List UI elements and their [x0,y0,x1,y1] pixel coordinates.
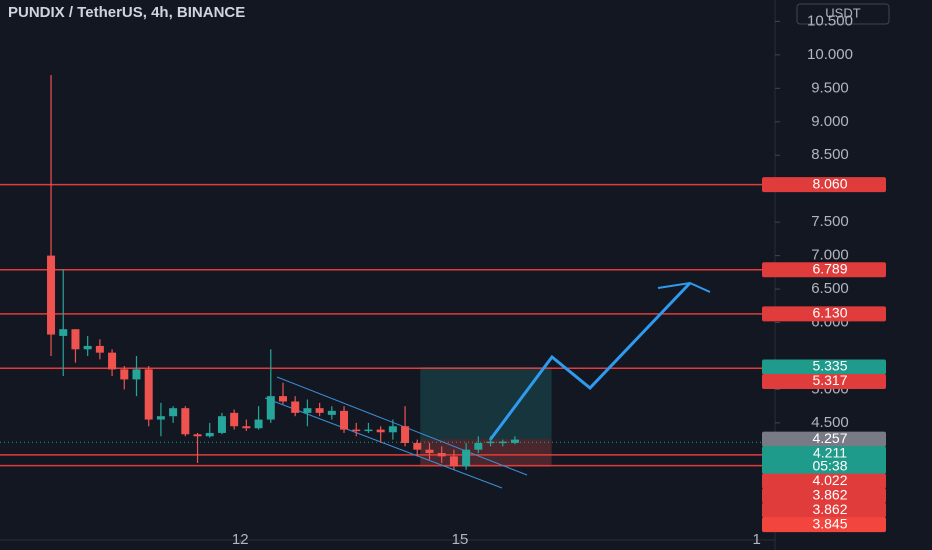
candle-body [217,416,226,433]
candle-body [364,429,373,432]
channel-upper [276,376,528,476]
y-tick-label: 7.000 [811,247,849,264]
y-tick-label: 10.000 [807,46,853,63]
x-tick-label: 15 [452,531,469,548]
candle-body [278,396,287,402]
chart-title: PUNDIX / TetherUS, 4h, BINANCE [8,4,245,21]
price-tag-label: 3.862 [812,501,847,517]
price-tag-label: 4.211 [813,444,847,460]
price-tag-label: 3.862 [812,486,847,502]
x-tick-label: 1 [753,531,761,548]
price-tag-label: 3.845 [812,515,847,531]
price-tag-label: 5.335 [812,358,847,374]
candle-body [181,408,190,435]
candle-body [156,416,165,420]
y-tick-label: 6.500 [811,280,849,297]
price-tag [762,262,886,278]
candle-body [449,456,458,467]
candle-body [71,329,80,350]
currency-label[interactable]: USDT [825,5,860,20]
candle-body [498,441,507,444]
price-tag-label: 6.130 [812,305,847,321]
price-tag-label: 6.789 [812,260,847,276]
candle-body [120,369,129,380]
candle-body [486,441,495,444]
candle-body [242,426,251,429]
price-tag [762,517,886,533]
forecast-arrow [488,281,692,441]
candle-body [291,401,300,413]
y-tick-label: 9.000 [811,113,849,130]
candle-body [462,449,471,467]
price-tag [762,446,886,475]
candle-body [340,410,349,430]
candle-body [95,345,104,353]
channel-lower [264,397,503,489]
y-tick-label: 7.500 [811,213,849,230]
arrow-head [657,281,711,293]
price-tag-label: 4.257 [812,430,847,446]
price-tag [762,177,886,193]
price-tag [762,473,886,489]
price-tag-label: 4.022 [812,472,847,488]
candle-body [47,255,56,335]
target-zone [420,367,552,440]
candle-body [413,442,422,450]
candle-body [230,412,239,427]
candle-body [169,408,178,417]
position-box [0,183,775,467]
candle-body [315,408,324,413]
candle-body [388,426,397,433]
x-tick-label: 12 [232,531,249,548]
candle-body [144,369,153,420]
price-tag-label: 8.060 [812,175,847,191]
candle-body [266,396,275,420]
candle-body [205,432,214,437]
price-tag-label: 5.317 [812,372,847,388]
candle-body [193,434,202,437]
candle-body [327,410,336,415]
countdown-label: 05:38 [812,457,847,473]
candle-body [425,449,434,454]
candle-body [108,352,117,370]
candle-body [254,419,263,429]
candle-body [474,442,483,450]
price-tag [762,306,886,322]
candle-body [59,329,68,336]
candle-body [437,453,446,457]
candle-body [303,408,312,413]
candle-body [352,429,361,432]
y-tick-label: 9.500 [811,79,849,96]
currency-button[interactable] [796,3,890,25]
drawings [47,74,711,489]
y-tick-label: 4.500 [811,414,849,431]
candle-body [83,345,92,350]
candle-body [132,369,141,380]
candle-body [401,426,410,443]
price-tag [762,431,886,447]
y-tick-label: 10.500 [807,12,853,29]
y-tick-label: 8.500 [811,146,849,163]
price-tag [762,488,886,504]
candle-body [510,439,519,443]
price-tag [762,374,886,390]
candle-body [376,429,385,433]
stop-zone [420,439,552,467]
price-tag [762,359,886,375]
price-tag [762,502,886,518]
